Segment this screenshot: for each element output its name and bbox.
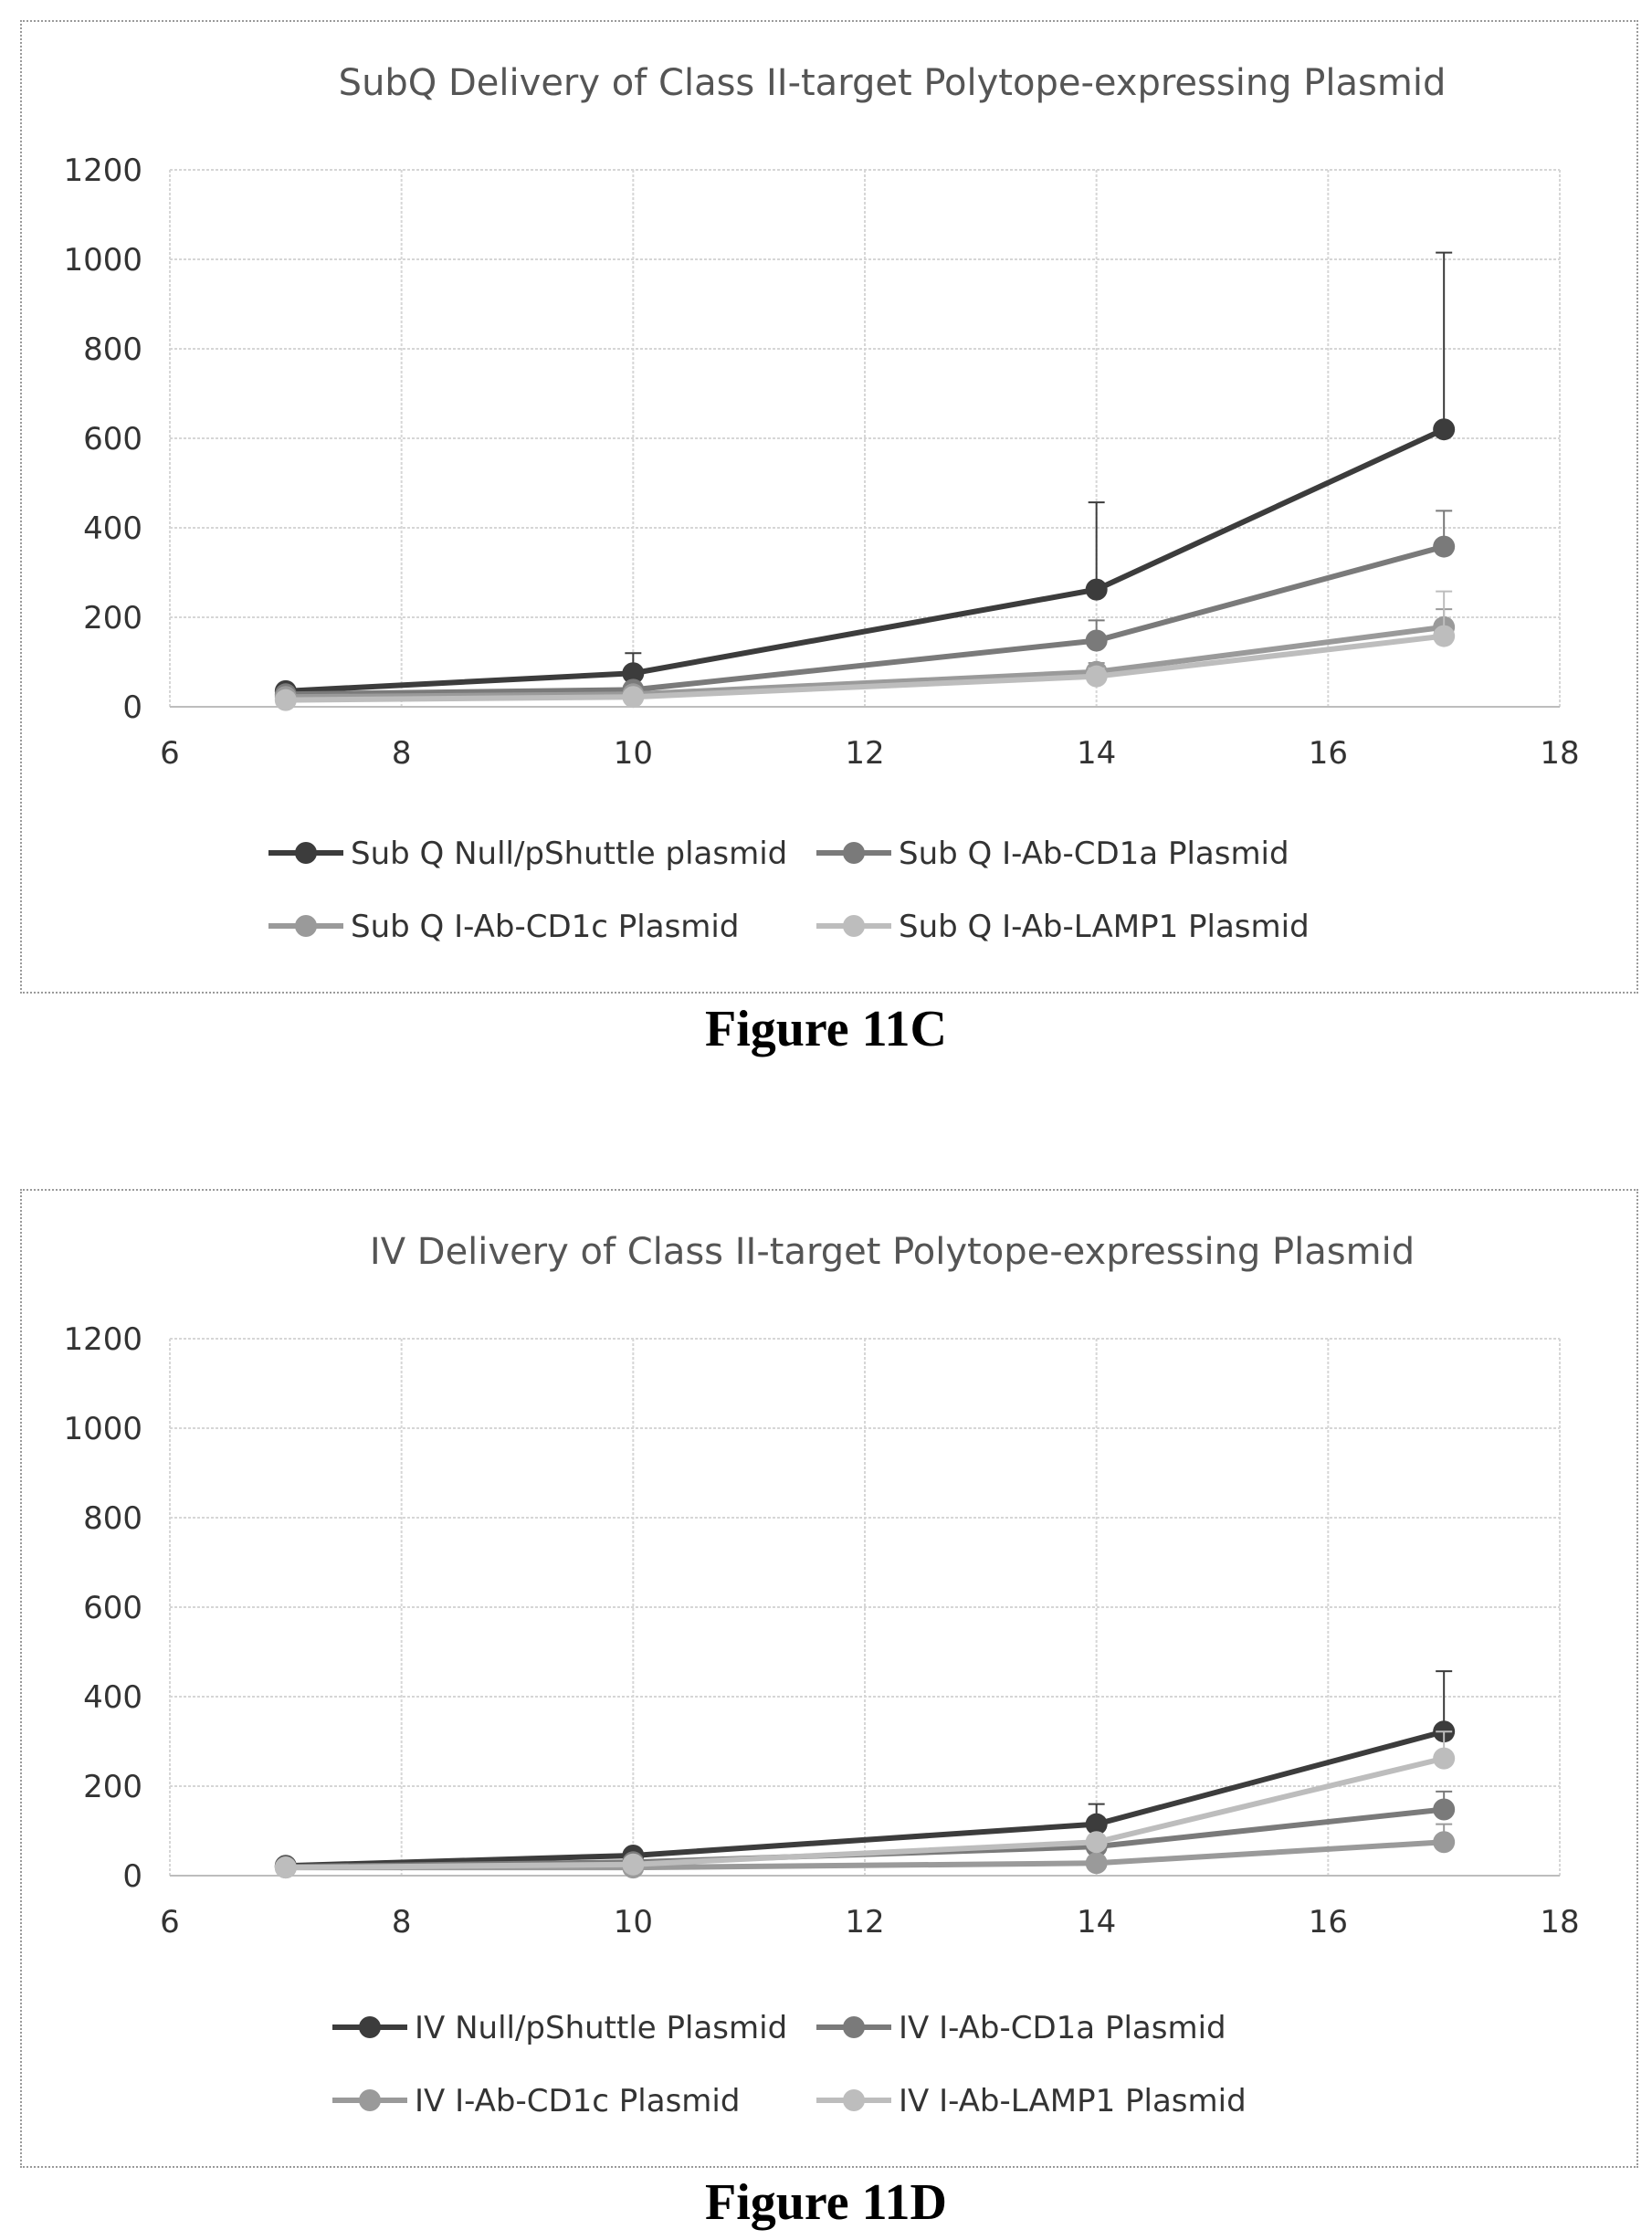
line-chart-11d: IV Delivery of Class II-target Polytope-… [63, 1231, 1579, 2119]
x-tick-label: 12 [845, 1904, 884, 1940]
x-tick-label: 16 [1309, 1904, 1348, 1940]
y-tick-label: 200 [83, 600, 142, 636]
y-tick-label: 600 [83, 1590, 142, 1626]
legend-item-3: IV I-Ab-CD1c Plasmid [332, 2083, 740, 2119]
legend-item-4: Sub Q I-Ab-LAMP1 Plasmid [816, 909, 1310, 945]
y-tick-label: 0 [122, 689, 142, 726]
x-tick-label: 6 [160, 1904, 180, 1940]
legend-item-3: Sub Q I-Ab-CD1c Plasmid [268, 909, 739, 945]
data-point [1085, 1831, 1108, 1854]
y-tick-label: 200 [83, 1769, 142, 1805]
legend-swatch-marker [359, 2016, 381, 2038]
legend-swatch-marker [843, 915, 865, 937]
y-tick-label: 800 [83, 331, 142, 368]
series-line [285, 426, 1446, 694]
series-4 [274, 590, 1456, 711]
x-tick-label: 6 [160, 735, 180, 772]
y-tick-label: 1200 [63, 152, 142, 189]
x-tick-label: 8 [392, 1904, 412, 1940]
y-tick-label: 400 [83, 510, 142, 547]
legend-label: Sub Q Null/pShuttle plasmid [351, 836, 787, 872]
series-line [285, 543, 1445, 698]
x-tick-label: 14 [1077, 1904, 1116, 1940]
y-tick-label: 400 [83, 1679, 142, 1716]
x-tick-label: 18 [1540, 1904, 1579, 1940]
y-tick-label: 0 [122, 1858, 142, 1895]
x-tick-label: 10 [614, 735, 653, 772]
series-4 [274, 1730, 1456, 1879]
legend-label: Sub Q I-Ab-CD1a Plasmid [899, 836, 1289, 872]
data-point [1085, 1852, 1108, 1875]
data-point [274, 1856, 297, 1879]
series-line [285, 1755, 1445, 1871]
line-chart-11c: SubQ Delivery of Class II-target Polytop… [63, 62, 1579, 945]
x-tick-label: 14 [1077, 735, 1116, 772]
data-point [1433, 1831, 1456, 1854]
y-tick-label: 600 [83, 421, 142, 457]
chart-panel-11c: SubQ Delivery of Class II-target Polytop… [20, 20, 1638, 994]
y-tick-label: 1000 [63, 1411, 142, 1447]
legend-item-2: Sub Q I-Ab-CD1a Plasmid [816, 836, 1289, 872]
x-tick-label: 16 [1309, 735, 1348, 772]
legend-item-2: IV I-Ab-CD1a Plasmid [816, 2010, 1226, 2046]
y-tick-label: 1000 [63, 242, 142, 279]
x-tick-label: 18 [1540, 735, 1579, 772]
figure-caption-11c: Figure 11C [705, 1001, 947, 1057]
legend-swatch-marker [295, 842, 317, 864]
data-point [274, 689, 297, 711]
legend-item-4: IV I-Ab-LAMP1 Plasmid [816, 2083, 1247, 2119]
chart-panel-11d: IV Delivery of Class II-target Polytope-… [20, 1189, 1638, 2168]
data-point [622, 686, 645, 709]
series-line [285, 624, 1445, 700]
data-point [1085, 665, 1108, 688]
x-tick-label: 8 [392, 735, 412, 772]
series-line [285, 1729, 1445, 1869]
y-tick-label: 1200 [63, 1321, 142, 1358]
legend-label: IV I-Ab-LAMP1 Plasmid [899, 2083, 1247, 2119]
legend-label: IV I-Ab-CD1a Plasmid [899, 2010, 1226, 2046]
chart-title: SubQ Delivery of Class II-target Polytop… [339, 62, 1447, 104]
figure-caption-11d: Figure 11D [705, 2174, 947, 2231]
y-tick-label: 800 [83, 1500, 142, 1537]
chart-title: IV Delivery of Class II-target Polytope-… [370, 1231, 1415, 1273]
legend-label: IV I-Ab-CD1c Plasmid [415, 2083, 740, 2119]
data-point [1433, 1747, 1456, 1770]
x-tick-label: 10 [614, 1904, 653, 1940]
legend-swatch-marker [843, 2016, 865, 2038]
legend-item-1: Sub Q Null/pShuttle plasmid [268, 836, 787, 872]
legend-swatch-marker [843, 2089, 865, 2111]
data-point [1433, 535, 1456, 558]
data-point [1085, 629, 1108, 652]
data-point [1433, 418, 1456, 441]
data-point [1433, 625, 1456, 647]
data-point [1085, 578, 1108, 601]
data-point [622, 662, 645, 685]
legend-label: IV Null/pShuttle Plasmid [415, 2010, 787, 2046]
legend-label: Sub Q I-Ab-LAMP1 Plasmid [899, 909, 1310, 945]
legend-swatch-marker [843, 842, 865, 864]
data-point [622, 1853, 645, 1876]
legend-swatch-marker [295, 915, 317, 937]
x-tick-label: 12 [845, 735, 884, 772]
legend-label: Sub Q I-Ab-CD1c Plasmid [351, 909, 739, 945]
series-line [285, 633, 1445, 703]
data-point [1433, 1798, 1456, 1821]
legend-item-1: IV Null/pShuttle Plasmid [332, 2010, 787, 2046]
legend-swatch-marker [359, 2089, 381, 2111]
data-point [1085, 1813, 1108, 1835]
